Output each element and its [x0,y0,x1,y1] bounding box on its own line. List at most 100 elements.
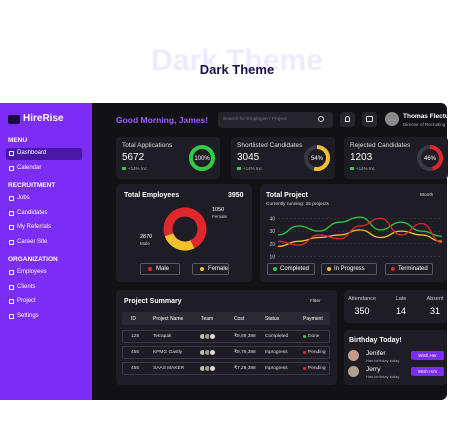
avatar [385,112,399,126]
brand: HireRise [23,113,64,124]
nav-icon [9,196,14,201]
nav-icon [9,270,14,275]
legend-dot [327,267,331,271]
column-header: Project Name [153,316,184,322]
attendance-label: Attendance [348,296,376,302]
bell-icon [345,116,350,122]
nav-item[interactable]: Project [17,298,36,304]
search-icon [318,116,324,122]
wish-label[interactable]: Wish Her [418,353,437,358]
ring-label: 54% [311,156,324,162]
column-header: ID [131,316,136,322]
donut-category: Female [212,214,228,219]
series-line [277,229,443,248]
person-avatar [348,366,359,377]
table-cell: KPMG Gastly [153,350,183,355]
nav-item[interactable]: Employees [17,269,47,275]
nav-item[interactable]: Calendar [17,164,42,171]
search-box[interactable] [218,112,333,128]
stat-label: Shortlisted Candidates [237,142,303,149]
stat-change-icon [237,167,241,170]
section-title: MENU [8,137,28,144]
greeting: Good Morning, James! [116,115,209,125]
projects-subtitle: Currently running: 25 projects [266,202,329,207]
team-avatar [209,333,216,340]
table-cell: SAAS MAKER [153,366,185,371]
legend-label: Completed [280,266,310,272]
stat-ring: 100% [189,145,215,171]
employees-donut [163,207,207,251]
y-tick-label: 10 [269,255,275,261]
legend-label: Male [156,266,170,272]
employees-total: 3950 [228,192,244,199]
nav-icon [9,284,14,290]
summary-title: Project Summary [124,298,182,305]
nav-icon [9,165,14,171]
nav-item[interactable]: Dashboard [17,150,47,156]
table-cell: Pending [308,366,326,371]
stat-change-icon [350,167,354,170]
nav-item[interactable]: Candidates [17,209,48,216]
person-avatar [348,350,359,361]
stat-change: +14% Inc [356,166,375,171]
attendance-card [344,290,447,323]
line-chart: 10 20 30 40 [269,216,443,261]
team-avatar [209,349,216,356]
table-cell: ₹9,79,388 [234,350,256,355]
nav-icon [9,225,14,230]
table-row [122,346,330,359]
legend-button[interactable] [385,263,433,275]
nav-active [6,148,82,160]
wish-label[interactable]: Wish Him [417,369,438,374]
message-icon [366,116,373,122]
stat-label: Total Applications [122,142,173,149]
employees-title: Total Employees [124,192,180,199]
team-avatar [209,365,216,372]
legend-button[interactable] [267,263,315,275]
user-role: Director of Recruiting [403,122,446,127]
nav-item[interactable]: Clients [17,283,36,290]
stat-card [231,137,335,179]
table-cell: 128 [131,334,140,339]
wish-button[interactable] [411,367,444,376]
nav-icon [9,299,14,304]
page-title: Dark Theme [199,62,275,77]
stat-value: 3045 [237,152,260,163]
legend-button[interactable] [321,263,377,275]
ring-progress [304,145,330,171]
nav-item[interactable]: Career Site [17,238,48,245]
nav-icon [9,313,14,319]
legend-label: In Progress [334,266,365,272]
stat-change: +14% Inc [243,166,262,171]
stat-change-icon [122,167,126,170]
summary-card [116,290,337,385]
nav-item[interactable]: Jobs [17,195,30,201]
legend-dot [391,267,395,271]
summary-filter[interactable]: Filter [310,299,321,304]
nav-item[interactable]: Settings [17,312,39,319]
table-cell: ₹9,99,388 [234,334,256,339]
legend-button[interactable] [192,263,229,275]
stat-change: +14% Inc [128,166,147,171]
attendance-value: 350 [354,306,370,316]
y-tick-label: 30 [269,229,275,235]
ring-label: 100% [194,156,210,162]
table-cell: Inprogress [265,350,288,355]
stat-ring: 46% [417,145,443,171]
message-button[interactable] [362,112,377,127]
column-header: Payment [303,316,323,322]
person-name: Jenifer [366,350,386,357]
person-name: Jerry [366,366,381,373]
stat-card [116,137,220,179]
period-select[interactable]: Month [420,193,434,198]
wish-button[interactable] [411,351,444,360]
person-note: Has birthday today [366,374,400,379]
legend-button[interactable] [140,263,180,275]
nav-item[interactable]: My Referrals [17,224,52,230]
legend-label: Terminated [398,266,428,272]
table-cell: ₹7,29,388 [234,366,256,371]
nav-icon [9,151,14,156]
payment-dot [303,351,306,354]
payment-dot [303,367,306,370]
